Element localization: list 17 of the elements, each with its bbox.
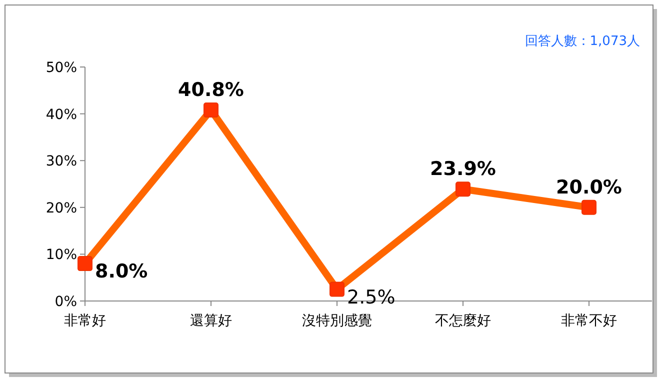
data-label: 8.0% [95,260,148,283]
data-label: 23.9% [430,158,496,180]
y-tick-label: 40% [46,106,77,123]
data-label: 20.0% [556,176,622,198]
y-tick-label: 30% [46,154,77,170]
y-tick-label: 20% [46,200,77,216]
x-tick-label: 還算好 [190,313,232,329]
text: 回答人數：1,073人 [524,34,640,49]
y-tick-label: 10% [46,247,77,264]
y-tick-label: 50% [46,60,77,76]
data-label: 2.5% [347,286,396,308]
data-label: 40.8% [178,79,244,102]
y-tick-label: 0% [54,294,77,310]
x-tick-label: 沒特別感覺 [302,313,372,329]
x-tick-label: 不怎麼好 [435,313,491,329]
x-tick-label: 非常不好 [561,313,617,329]
x-tick-label: 非常好 [64,313,106,329]
